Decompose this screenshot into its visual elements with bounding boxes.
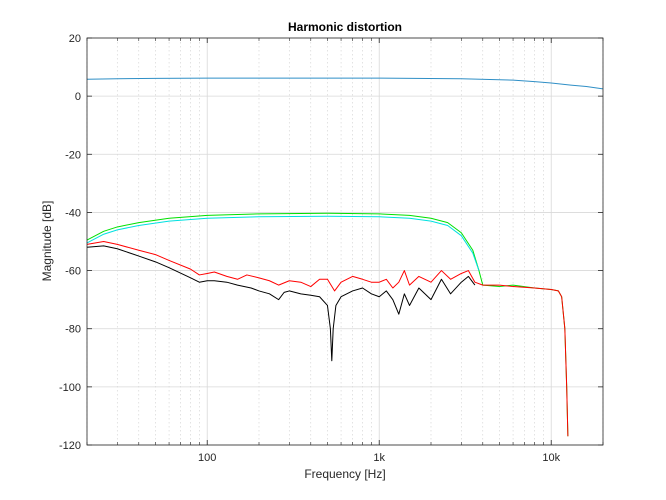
- chart-title: Harmonic distortion: [288, 20, 402, 34]
- series-layer: [86, 77, 604, 437]
- axis-ticks: 100 1k 10k 20 0 -20 -40 -60 -80 -100 -120: [59, 33, 604, 464]
- y-tick-label: -20: [65, 149, 81, 161]
- series-line-4: [86, 241, 569, 437]
- series-line-5: [86, 245, 476, 362]
- y-tick-label: 0: [75, 91, 81, 103]
- series-line-1: [86, 77, 604, 90]
- plot-frame: [86, 37, 604, 446]
- x-tick-label: 100: [198, 452, 216, 464]
- x-axis-label: Frequency [Hz]: [304, 467, 385, 481]
- x-tick-label: 10k: [542, 452, 560, 464]
- y-axis-label: Magnitude [dB]: [40, 201, 54, 282]
- y-tick-label: -80: [65, 324, 81, 336]
- y-tick-label: -120: [59, 440, 81, 452]
- series-line-3: [86, 215, 480, 271]
- y-tick-label: -100: [59, 382, 81, 394]
- y-tick-label: -60: [65, 266, 81, 278]
- y-tick-label: 20: [69, 33, 81, 45]
- x-tick-label: 1k: [373, 452, 385, 464]
- y-tick-label: -40: [65, 207, 81, 219]
- plot-area: [87, 38, 603, 445]
